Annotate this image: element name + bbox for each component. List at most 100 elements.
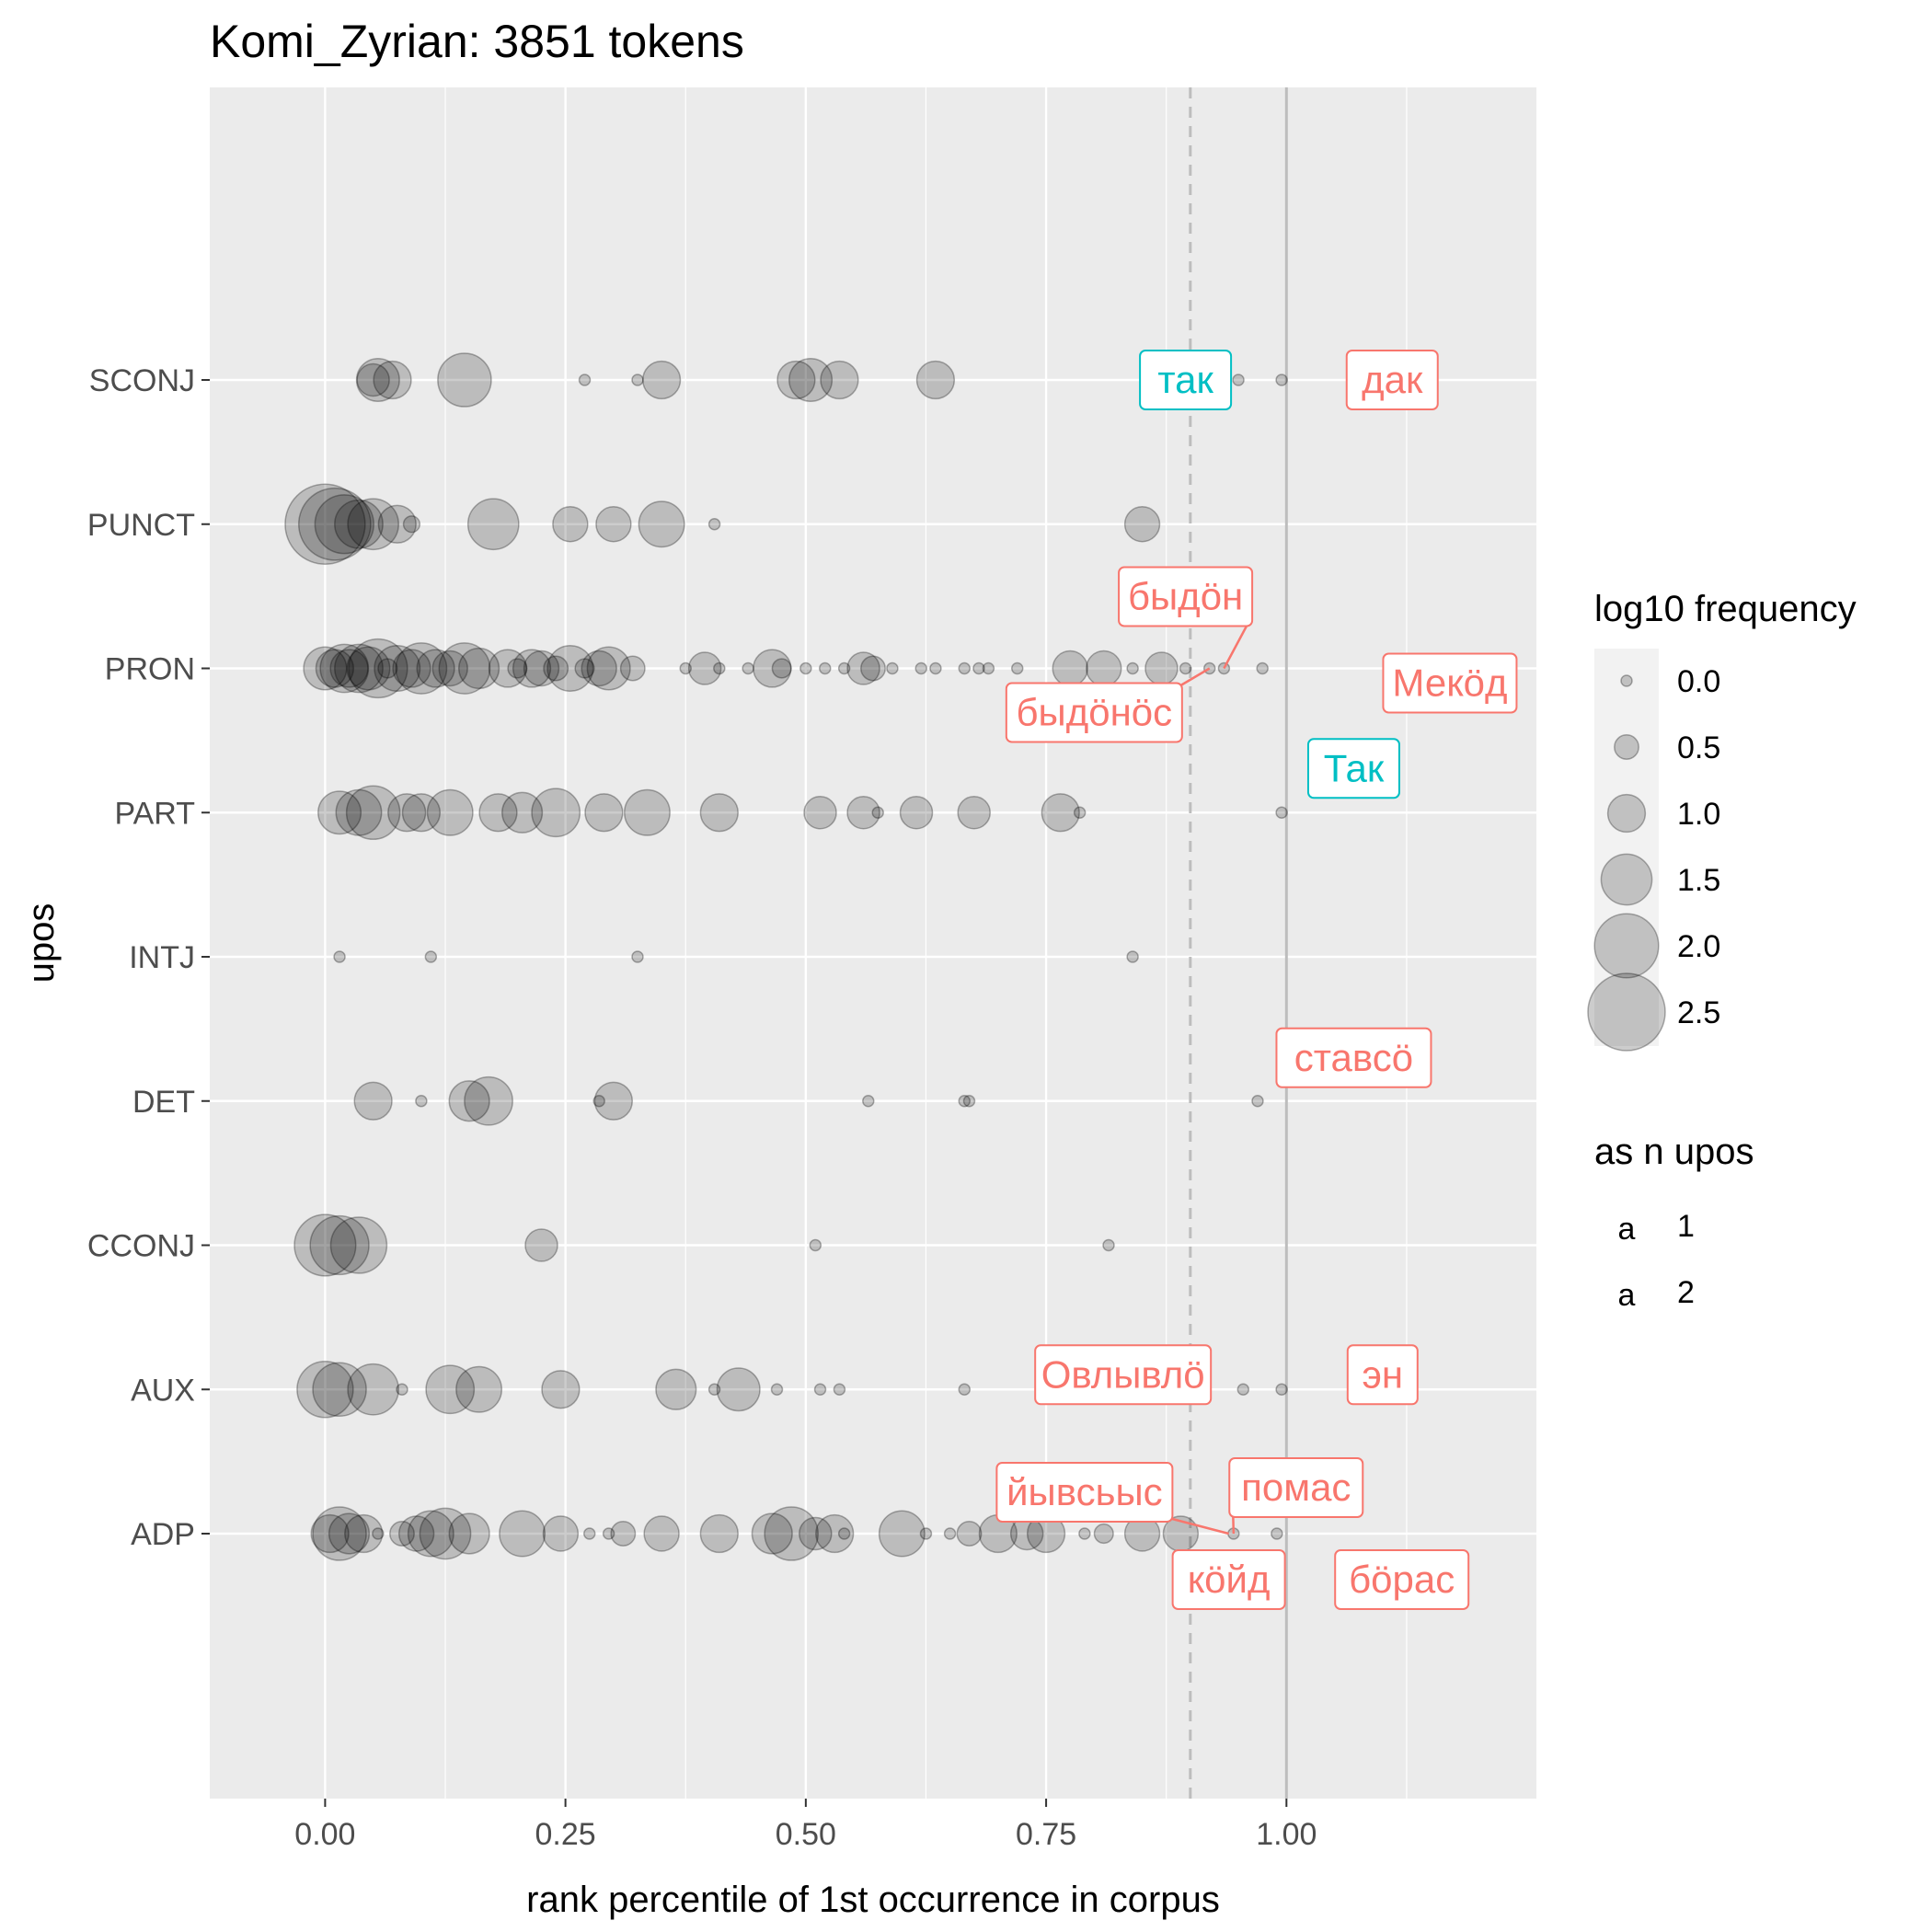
- data-point-punct: [402, 515, 421, 534]
- data-point-aux: [1236, 1383, 1250, 1396]
- data-point-cconj: [293, 1213, 357, 1277]
- data-point-intj: [424, 950, 438, 963]
- data-point-pron: [1086, 650, 1122, 687]
- annotation-быдӧн: быдӧн: [1118, 566, 1254, 670]
- data-point-adp: [610, 1521, 637, 1547]
- data-point-pron: [543, 655, 569, 682]
- data-point-adp: [643, 1515, 680, 1552]
- data-point-pron: [574, 658, 595, 679]
- data-point-det: [464, 1075, 513, 1126]
- data-point-det: [593, 1081, 634, 1121]
- data-point-part: [871, 806, 884, 819]
- annotation-connector: [1168, 1516, 1229, 1535]
- data-point-punct: [595, 506, 632, 543]
- data-point-punct: [297, 487, 372, 561]
- data-point-pron: [958, 661, 972, 675]
- data-point-punct: [707, 518, 721, 531]
- data-point-punct: [552, 506, 589, 543]
- data-point-adp: [837, 1527, 851, 1540]
- data-point-adp: [310, 1513, 350, 1554]
- annotation-быдӧнӧс: быдӧнӧс: [1005, 667, 1211, 743]
- data-point-sconj: [437, 352, 492, 408]
- data-point-pron: [329, 649, 369, 688]
- data-point-part: [426, 788, 474, 836]
- data-point-adp: [328, 1512, 371, 1555]
- data-point-punct: [334, 499, 384, 549]
- data-point-pron: [1144, 651, 1179, 685]
- size-legend-label: 1.5: [1677, 863, 1720, 898]
- y-axis-title: upos: [21, 903, 62, 983]
- annotation-box: [995, 1462, 1174, 1523]
- data-point-cconj: [809, 1238, 822, 1252]
- color-legend-key: a: [1618, 1278, 1636, 1313]
- size-legend-key: [1593, 913, 1660, 979]
- data-point-pron: [1052, 650, 1088, 687]
- data-point-pron: [586, 646, 631, 691]
- annotation-text: ставсӧ: [1294, 1036, 1413, 1079]
- y-tick-label-punct: PUNCT: [87, 508, 195, 543]
- data-point-adp: [1078, 1527, 1091, 1540]
- data-point-sconj: [356, 362, 390, 397]
- data-point-pron: [860, 655, 886, 682]
- data-point-punct: [314, 494, 374, 555]
- data-point-pron: [581, 650, 617, 687]
- annotation-бӧрас: бӧрас: [1334, 1549, 1470, 1610]
- size-legend-label: 0.0: [1677, 664, 1720, 699]
- data-point-pron: [315, 649, 354, 688]
- x-tick-label: 0.00: [294, 1817, 355, 1852]
- annotation-овлывлӧ: Овлывлӧ: [1034, 1344, 1213, 1406]
- size-legend-label: 0.5: [1677, 730, 1720, 765]
- annotation-text: Мекӧд: [1392, 661, 1507, 705]
- annotation-text: дак: [1362, 358, 1423, 401]
- data-point-adp: [956, 1521, 983, 1547]
- data-point-det: [1251, 1095, 1264, 1108]
- data-point-punct: [1123, 506, 1161, 543]
- data-point-adp: [1271, 1527, 1283, 1540]
- data-point-aux: [813, 1383, 827, 1396]
- data-point-sconj: [915, 360, 956, 400]
- data-point-part: [531, 788, 581, 838]
- data-point-aux: [425, 1364, 476, 1415]
- data-point-part: [478, 793, 518, 833]
- data-point-sconj: [776, 360, 816, 400]
- annotation-text: йывсьыс: [1006, 1470, 1163, 1513]
- color-legend-key: a: [1618, 1212, 1636, 1247]
- data-point-pron: [346, 646, 391, 691]
- annotation-box: [1118, 566, 1254, 627]
- annotation-text: кӧйд: [1188, 1558, 1271, 1601]
- size-legend-key: [1587, 972, 1666, 1052]
- annotation-text: быдӧнӧс: [1016, 691, 1172, 734]
- data-point-adp: [699, 1513, 739, 1554]
- data-point-adp: [407, 1510, 454, 1558]
- data-point-adp: [602, 1527, 615, 1540]
- data-point-aux: [347, 1363, 399, 1416]
- data-point-pron: [771, 658, 792, 679]
- color-legend-title: as n upos: [1594, 1132, 1754, 1172]
- data-point-aux: [1275, 1383, 1288, 1396]
- data-point-sconj: [788, 357, 834, 403]
- data-point-aux: [396, 1383, 408, 1396]
- y-tick-label-cconj: CCONJ: [87, 1229, 195, 1264]
- size-legend-key-background: [1594, 649, 1659, 1046]
- data-point-pron: [512, 649, 552, 688]
- data-point-cconj: [1102, 1238, 1115, 1252]
- data-point-adp: [582, 1527, 596, 1540]
- data-point-sconj: [631, 374, 644, 386]
- data-point-cconj: [309, 1214, 370, 1276]
- annotation-ставсӧ: ставсӧ: [1275, 1027, 1432, 1088]
- data-point-sconj: [373, 360, 412, 400]
- data-point-sconj: [578, 374, 592, 386]
- data-point-part: [1073, 806, 1087, 819]
- data-point-intj: [333, 950, 346, 963]
- data-point-sconj: [355, 357, 400, 403]
- data-point-pron: [972, 661, 985, 675]
- data-point-pron: [837, 661, 851, 675]
- data-point-part: [501, 791, 544, 834]
- data-point-adp: [943, 1527, 957, 1540]
- data-point-aux: [312, 1362, 367, 1418]
- data-point-part: [846, 795, 880, 830]
- data-point-pron: [348, 638, 408, 699]
